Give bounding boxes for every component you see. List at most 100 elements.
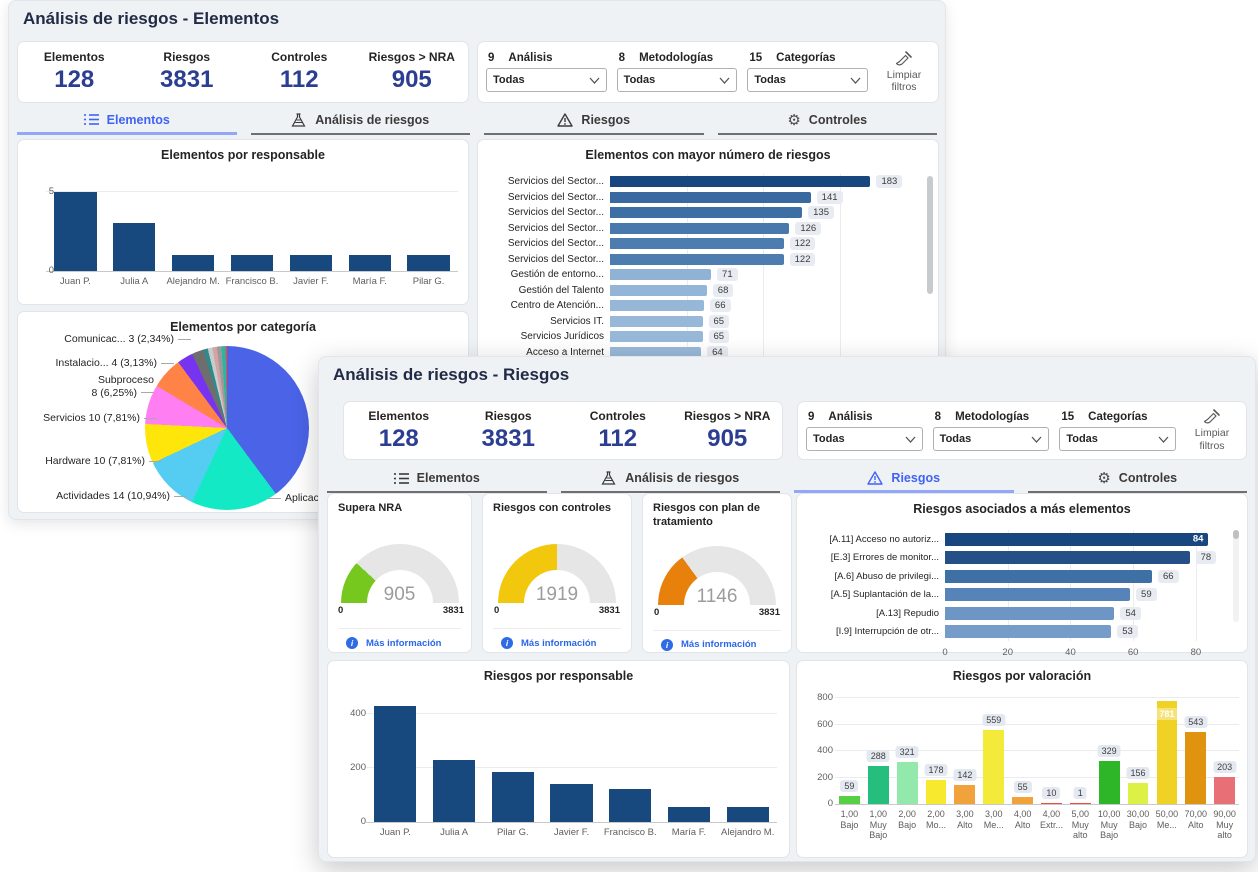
bar-50-00-me[interactable] — [1156, 700, 1178, 804]
bar-julia-a[interactable] — [113, 223, 156, 271]
tab-controles[interactable]: ⚙ Controles — [717, 107, 937, 135]
gauge-title: Riesgos con plan de tratamiento — [653, 502, 760, 528]
bar-maria-f[interactable] — [667, 806, 711, 822]
bar-alejandro-m[interactable] — [171, 255, 215, 271]
more-info-link[interactable]: Más información — [521, 637, 597, 649]
tab-riesgos[interactable]: Riesgos — [794, 465, 1014, 493]
kpi-label: Controles — [271, 50, 328, 64]
bar-90-00-muy-alto[interactable] — [1214, 777, 1235, 804]
bar-slot — [601, 695, 660, 822]
bar-value-chip: 183 — [876, 175, 903, 189]
bar-centro-de-atencion[interactable] — [610, 300, 704, 312]
bar-value-chip: 55 — [1013, 780, 1032, 793]
filter-select-analisis[interactable]: Todas — [806, 426, 923, 451]
bar-value-chip: 65 — [708, 330, 730, 344]
filter-label: Categorías — [1088, 410, 1148, 423]
bar-gestion-de-entorno[interactable] — [610, 269, 712, 281]
bar-a-13-repudio[interactable] — [945, 606, 1115, 620]
bar-2-00-mo[interactable] — [925, 780, 947, 804]
bar-servicios-del-sector[interactable] — [610, 238, 784, 250]
bar-30-00-bajo[interactable] — [1127, 783, 1149, 804]
hbar-label: Servicios del Sector... — [507, 207, 604, 219]
tab-analisis-de-riesgos[interactable]: Análisis de riesgos — [560, 465, 780, 493]
x-axis-label: 50,00 Me... — [1155, 809, 1179, 830]
bar-e-3-errores-de-monitor[interactable] — [945, 551, 1190, 565]
window-title: Análisis de riesgos - Riesgos — [333, 365, 570, 384]
bar-servicios-del-sector[interactable] — [610, 253, 784, 265]
bar-a-6-abuso-de-privilegi[interactable] — [945, 569, 1152, 583]
bar-servicios-del-sector[interactable] — [610, 191, 811, 203]
bar-70-00-alto[interactable] — [1185, 732, 1207, 804]
more-info-link[interactable]: Más información — [681, 639, 757, 650]
bar-3-00-me[interactable] — [983, 730, 1005, 804]
filter-select-analisis[interactable]: Todas — [486, 68, 607, 92]
more-info-link[interactable]: Más información — [366, 637, 442, 649]
scrollbar-track[interactable] — [1233, 530, 1239, 622]
scrollbar-thumb[interactable] — [927, 176, 933, 294]
bar-pilar-g[interactable] — [407, 255, 450, 271]
filter-select-categorias[interactable]: Todas — [747, 68, 869, 92]
bars-area: 59 288 321 178 142 559 55 10 1 329 156 781 543 203 — [835, 693, 1239, 804]
hbar-label: [A.11] Acceso no autoriz... — [829, 533, 939, 545]
bar-4-00-alto[interactable] — [1012, 796, 1033, 804]
bar-juan-p[interactable] — [374, 705, 417, 822]
bar-2-00-bajo[interactable] — [896, 761, 918, 804]
bar-julia-a[interactable] — [432, 760, 476, 822]
bar-maria-f[interactable] — [348, 255, 391, 271]
bar-gestion-del-talento[interactable] — [610, 284, 707, 296]
filter-select-categorias[interactable]: Todas — [1059, 426, 1177, 451]
bar-francisco-b[interactable] — [609, 789, 652, 822]
bar-4-00-extr[interactable] — [1041, 802, 1062, 804]
x-axis-label: Pilar G. — [412, 276, 445, 287]
info-icon: i — [346, 637, 358, 649]
bar-5-00-muy-alto[interactable] — [1069, 803, 1091, 804]
info-icon: i — [661, 638, 673, 651]
x-axis-label: Pilar G. — [496, 827, 529, 838]
filter-select-metodologias[interactable]: Todas — [616, 68, 738, 92]
tab-riesgos[interactable]: Riesgos — [484, 107, 704, 135]
kpi-item-riesgos-nra: Riesgos > NRA 905 — [673, 409, 783, 453]
bar-pilar-g[interactable] — [491, 772, 534, 822]
tab-controles[interactable]: ⚙ Controles — [1027, 465, 1247, 493]
bar-servicios-del-sector[interactable] — [610, 222, 790, 234]
filter-header: 8 Metodologías — [935, 411, 1050, 423]
gauge-footer: i Más información — [338, 628, 461, 649]
bar-acceso-a-internet[interactable] — [610, 346, 702, 358]
bar-10-00-muy-bajo[interactable] — [1098, 760, 1120, 804]
bar-juan-p[interactable] — [54, 191, 97, 271]
bar-value-chip: 1 — [1073, 787, 1087, 800]
clear-filters-button[interactable]: Limpiar filtros — [878, 51, 930, 93]
filter-header: 15 Categorías — [1061, 411, 1176, 423]
bar-1-00-bajo[interactable] — [839, 796, 860, 804]
hbar-label: [I.9] Interrupción de otr... — [836, 626, 939, 638]
tab-elementos[interactable]: Elementos — [17, 107, 237, 135]
bar-value-chip: 59 — [840, 780, 859, 793]
scrollbar-thumb[interactable] — [1233, 530, 1239, 539]
bar-servicios-del-sector[interactable] — [610, 176, 871, 188]
bar-3-00-alto[interactable] — [954, 785, 976, 804]
bar-servicios-it[interactable] — [610, 315, 703, 327]
bar-value-chip: 54 — [1120, 606, 1141, 620]
bar-alejandro-m[interactable] — [726, 807, 769, 822]
bar-javier-f[interactable] — [289, 255, 333, 271]
tab-analisis-de-riesgos[interactable]: Análisis de riesgos — [250, 107, 470, 135]
bar-i-9-interrupcion-de-otr[interactable] — [945, 625, 1112, 639]
bar-a-11-acceso-no-autoriz[interactable]: 84 — [945, 532, 1209, 546]
plot-area: 0 200 400 — [350, 695, 777, 827]
tab-elementos[interactable]: Elementos — [327, 465, 547, 493]
gauge-minmax: 0 3831 — [494, 605, 620, 616]
x-axis-label: 30,00 Bajo — [1126, 809, 1150, 830]
bar-a-5-suplantacion-de-la[interactable] — [945, 588, 1131, 602]
kpi-item-elementos: Elementos 128 — [18, 50, 131, 94]
pie[interactable] — [145, 346, 309, 510]
bar-servicios-juridicos[interactable] — [610, 331, 703, 343]
column-chart-elementos-por-responsable: 0 5 Juan P. Julia A Alejandro M. Francisco B.… — [30, 172, 458, 298]
bar-servicios-del-sector[interactable] — [610, 207, 803, 219]
bar-value-chip: 543 — [1184, 716, 1208, 729]
bar-slot: 178 — [922, 693, 951, 804]
bar-1-00-muy-bajo[interactable] — [867, 765, 889, 804]
filter-select-metodologias[interactable]: Todas — [932, 426, 1050, 451]
bar-javier-f[interactable] — [550, 784, 593, 822]
bar-francisco-b[interactable] — [230, 255, 274, 271]
clear-filters-button[interactable]: Limpiar filtros — [1186, 409, 1238, 452]
